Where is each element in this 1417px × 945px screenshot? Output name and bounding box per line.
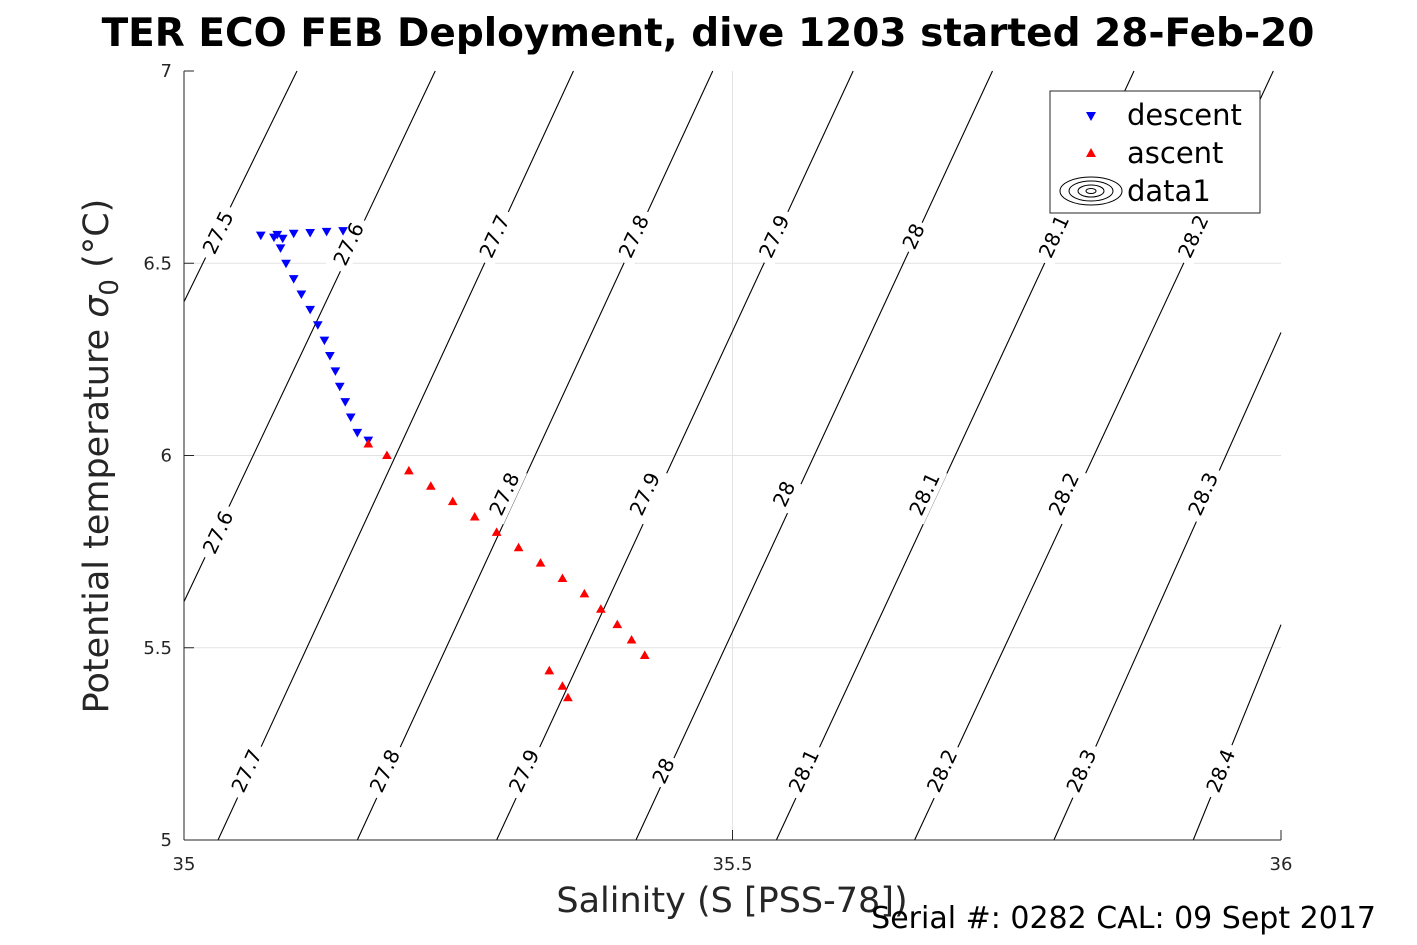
legend-ascent-marker (1086, 148, 1096, 157)
descent-point (334, 382, 345, 392)
isopycnal-label-bg (501, 740, 547, 802)
y-axis-label-main: Potential temperature (77, 318, 117, 714)
legend-box (1049, 90, 1261, 214)
descent-point (277, 234, 288, 244)
descent-point (325, 352, 335, 361)
legend-data1-label: data1 (1127, 174, 1211, 208)
ascent-point (425, 481, 436, 490)
isopycnal-line (356, 70, 714, 841)
legend-contour-icon (1059, 176, 1123, 206)
ascent-point (544, 665, 555, 675)
axes: 35 35.5 36 5 5.5 6 6.5 7 (143, 61, 1292, 875)
isopycnal-label-bg (766, 474, 802, 514)
descent-point (255, 231, 266, 241)
ascent-point (639, 650, 650, 659)
ascent-point (626, 635, 637, 644)
x-tick-label: 36 (1270, 854, 1293, 875)
descent-point (321, 227, 332, 237)
isopycnal-label-bg (611, 205, 657, 267)
y-axis-label: Potential temperature σ0 (°C) (77, 199, 125, 714)
ascent-point (579, 588, 590, 598)
isopycnal-line (635, 70, 993, 841)
isopycnal-label-bg (325, 213, 372, 275)
descent-point (296, 290, 307, 300)
descent-point (319, 336, 330, 346)
descent-point (305, 305, 316, 315)
isopycnal-label-bg (1041, 463, 1087, 525)
descent-point (338, 227, 348, 236)
y-axis-label-unit: (°C) (77, 199, 117, 279)
isopycnal-label-bg (1031, 205, 1077, 267)
y-tick-label: 6 (161, 446, 172, 467)
isopycnal-line (217, 70, 574, 841)
y-tick-label: 5 (161, 830, 172, 851)
isopycnal-label-bg (223, 740, 270, 802)
descent-point (345, 413, 356, 423)
chart-title: TER ECO FEB Deployment, dive 1203 starte… (102, 11, 1315, 56)
descent-point (281, 259, 291, 269)
isopycnal-label-bg (1180, 463, 1226, 525)
ascent-point (513, 542, 524, 552)
ascent-point (563, 692, 573, 702)
y-axis-label-subscript: 0 (95, 279, 125, 296)
isopycnal-label-bg (895, 216, 932, 256)
isopycnal-label-bg (194, 202, 242, 263)
isopycnal-label-bg (481, 463, 527, 525)
ascent-point (612, 619, 623, 629)
ascent-point (557, 573, 568, 583)
x-tick-label: 35.5 (712, 854, 752, 875)
serial-cal-note: Serial #: 0282 CAL: 09 Sept 2017 (871, 901, 1376, 936)
ascent-point (469, 512, 480, 521)
isopycnal-line (496, 70, 854, 841)
isopycnal-label-bg (1170, 205, 1216, 267)
descent-point (352, 428, 363, 438)
legend: descent ascent data1 (1049, 90, 1261, 214)
ascent-point (382, 450, 392, 459)
ascent-point (363, 438, 374, 448)
descent-point (305, 228, 316, 238)
isopycnal-label-bg (901, 463, 948, 525)
y-tick-label: 6.5 (143, 253, 172, 274)
x-tick-label: 35 (173, 854, 196, 875)
descent-point (312, 321, 323, 330)
ascent-point (447, 496, 458, 506)
x-axis-label: Salinity (S [PSS-78]) (556, 881, 907, 921)
ascent-point (535, 558, 546, 567)
isopycnal-label-bg (195, 501, 241, 563)
ascent-point (491, 527, 502, 536)
legend-ascent-label: ascent (1127, 136, 1223, 170)
ascent-point (595, 604, 606, 613)
ascent-point (404, 465, 414, 475)
ascent-point (557, 681, 568, 690)
legend-descent-marker (1086, 112, 1096, 121)
y-tick-label: 5.5 (143, 638, 172, 659)
isopycnal-label-bg (645, 751, 682, 791)
descent-point (288, 229, 299, 239)
descent-point (330, 367, 341, 376)
isopycnal-label: 28.3 (1180, 463, 1226, 525)
isopycnal-label-bg (751, 205, 797, 267)
grid (184, 71, 1281, 840)
descent-point (275, 244, 286, 253)
isopycnal-label-bg (1198, 740, 1243, 802)
isopycnal-label-bg (781, 740, 827, 802)
isopycnal-label-bg (1058, 740, 1104, 802)
isopycnal-label-bg (362, 740, 408, 802)
isopycnal-line (183, 70, 298, 302)
isopycnal-label-bg (919, 740, 965, 802)
isopycnal-line (1192, 624, 1282, 841)
legend-descent-label: descent (1127, 98, 1242, 132)
y-axis-label-symbol: σ (77, 294, 117, 318)
descent-point (269, 233, 279, 243)
y-tick-label: 7 (161, 61, 172, 82)
isopycnal-label-bg (622, 463, 668, 525)
isopycnal-label-bg (471, 205, 518, 267)
descent-point (288, 275, 299, 284)
descent-point (340, 398, 351, 407)
profile-points (255, 227, 650, 702)
